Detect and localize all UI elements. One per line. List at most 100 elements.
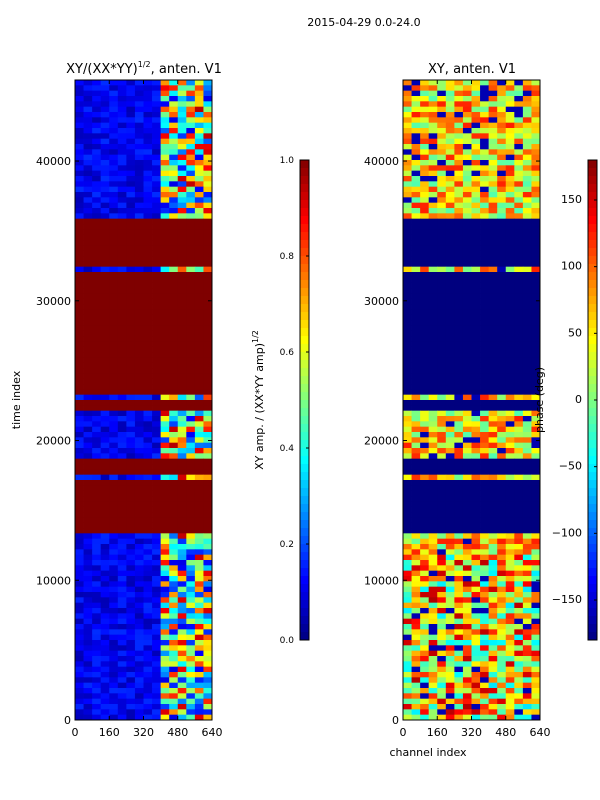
- phase-heatmap-cell: [488, 645, 498, 652]
- amplitude-heatmap-cell: [169, 341, 179, 348]
- phase-heatmap-cell: [437, 634, 447, 641]
- phase-heatmap-cell: [505, 85, 515, 92]
- amplitude-heatmap-cell: [177, 560, 187, 566]
- amplitude-heatmap-cell: [186, 186, 196, 193]
- amplitude-heatmap-cell: [109, 400, 119, 406]
- phase-colorbar-segment: [588, 376, 597, 385]
- amplitude-heatmap-cell: [75, 80, 84, 86]
- amplitude-heatmap-cell: [100, 181, 110, 188]
- phase-heatmap-cell: [531, 149, 541, 156]
- phase-heatmap-cell: [437, 565, 447, 572]
- phase-heatmap-cell: [522, 85, 532, 92]
- amplitude-xtick-label: 0: [72, 726, 79, 739]
- phase-heatmap-cell: [454, 197, 464, 204]
- phase-heatmap-cell: [522, 624, 532, 630]
- phase-heatmap-cell: [445, 170, 455, 177]
- phase-heatmap-cell: [488, 325, 498, 332]
- phase-heatmap-cell: [497, 144, 507, 150]
- phase-heatmap-cell: [437, 677, 447, 684]
- phase-heatmap-cell: [505, 576, 515, 582]
- phase-heatmap-cell: [437, 117, 447, 124]
- amplitude-heatmap-cell: [75, 709, 84, 716]
- phase-heatmap-cell: [514, 474, 524, 481]
- amplitude-heatmap-cell: [194, 672, 204, 678]
- phase-heatmap-cell: [505, 426, 515, 433]
- phase-heatmap-cell: [420, 677, 430, 684]
- phase-heatmap-cell: [428, 533, 438, 540]
- amplitude-heatmap-cell: [92, 608, 102, 614]
- amplitude-heatmap-cell: [75, 437, 84, 444]
- phase-heatmap-cell: [522, 320, 532, 326]
- phase-heatmap-cell: [420, 400, 430, 406]
- amplitude-heatmap-cell: [143, 138, 153, 145]
- amplitude-heatmap-cell: [152, 597, 162, 604]
- phase-heatmap-cell: [497, 176, 507, 182]
- phase-heatmap-cell: [420, 309, 430, 316]
- phase-heatmap-cell: [497, 698, 507, 705]
- amplitude-heatmap-cell: [143, 714, 153, 721]
- phase-heatmap-cell: [522, 432, 532, 438]
- amplitude-heatmap-cell: [143, 128, 153, 134]
- phase-heatmap-cell: [411, 330, 421, 337]
- amplitude-heatmap-cell: [152, 245, 162, 252]
- phase-heatmap-cell: [505, 688, 515, 694]
- amplitude-heatmap-cell: [160, 421, 170, 428]
- amplitude-heatmap-cell: [169, 533, 179, 540]
- phase-heatmap-cell: [428, 256, 438, 262]
- amplitude-heatmap-cell: [160, 554, 170, 561]
- amplitude-heatmap-cell: [126, 464, 136, 470]
- amplitude-heatmap-cell: [117, 314, 127, 321]
- phase-heatmap-cell: [411, 704, 421, 710]
- amplitude-heatmap-cell: [126, 112, 136, 118]
- phase-heatmap: [403, 80, 541, 721]
- amplitude-heatmap-cell: [203, 229, 213, 236]
- phase-heatmap-cell: [437, 341, 447, 348]
- amplitude-heatmap-cell: [83, 469, 93, 476]
- amplitude-heatmap-cell: [194, 101, 204, 108]
- amplitude-heatmap-cell: [177, 314, 187, 321]
- phase-heatmap-cell: [505, 624, 515, 630]
- phase-heatmap-cell: [454, 293, 464, 300]
- phase-heatmap-cell: [428, 293, 438, 300]
- phase-heatmap-cell: [531, 432, 541, 438]
- amplitude-heatmap-cell: [177, 160, 187, 166]
- amplitude-heatmap-cell: [152, 709, 162, 716]
- amplitude-heatmap-cell: [117, 538, 127, 545]
- phase-heatmap-cell: [480, 85, 490, 92]
- phase-heatmap-cell: [480, 197, 490, 204]
- phase-heatmap-cell: [428, 176, 438, 182]
- amplitude-heatmap-cell: [169, 474, 179, 481]
- phase-heatmap-cell: [531, 474, 541, 481]
- amplitude-heatmap-cell: [92, 256, 102, 262]
- phase-heatmap-cell: [403, 384, 412, 390]
- phase-heatmap-cell: [505, 224, 515, 230]
- phase-heatmap-cell: [462, 624, 472, 630]
- phase-heatmap-cell: [522, 581, 532, 588]
- amplitude-heatmap-cell: [186, 469, 196, 476]
- amplitude-heatmap-cell: [92, 506, 102, 513]
- phase-heatmap-cell: [497, 512, 507, 518]
- amplitude-heatmap-cell: [92, 661, 102, 668]
- phase-heatmap-cell: [462, 288, 472, 294]
- amplitude-heatmap-cell: [75, 666, 84, 673]
- phase-colorbar-tick-label: −100: [552, 526, 582, 539]
- amplitude-heatmap-cell: [83, 90, 93, 97]
- amplitude-heatmap-cell: [186, 421, 196, 428]
- amplitude-heatmap-cell: [177, 96, 187, 102]
- phase-heatmap-cell: [497, 592, 507, 598]
- amplitude-heatmap-cell: [117, 266, 127, 273]
- phase-heatmap-cell: [462, 544, 472, 550]
- amplitude-heatmap-cell: [160, 709, 170, 716]
- phase-heatmap-cell: [411, 80, 421, 86]
- amplitude-heatmap-cell: [117, 629, 127, 636]
- phase-heatmap-cell: [454, 714, 464, 721]
- phase-heatmap-cell: [531, 144, 541, 150]
- amplitude-heatmap-cell: [169, 512, 179, 518]
- phase-heatmap-cell: [497, 634, 507, 641]
- amplitude-heatmap-cell: [75, 352, 84, 358]
- phase-heatmap-cell: [488, 608, 498, 614]
- amplitude-heatmap-cell: [169, 581, 179, 588]
- amplitude-heatmap-cell: [143, 709, 153, 716]
- phase-heatmap-cell: [514, 229, 524, 236]
- amplitude-heatmap-cell: [194, 357, 204, 364]
